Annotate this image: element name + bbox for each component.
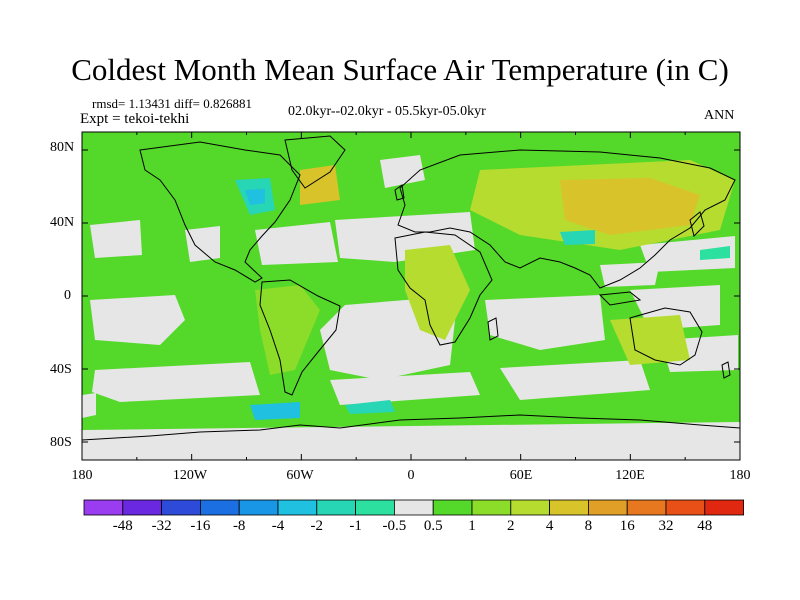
colorbar-box [626, 499, 667, 516]
colorbar-box [122, 499, 163, 516]
lon-label-120w: 120W [172, 468, 208, 483]
colorbar-label: 16 [619, 518, 635, 534]
colorbar-label: 4 [545, 518, 554, 534]
colorbar-label: 1 [468, 518, 476, 534]
experiment-label: Expt = tekoi-tekhi [80, 111, 190, 127]
temperature-fill [82, 155, 740, 460]
colorbar-label: -2 [310, 518, 324, 534]
colorbar-box [510, 499, 550, 516]
colorbar-label: -48 [112, 518, 133, 534]
colorbar-box [277, 499, 318, 516]
colorbar-box [161, 499, 201, 516]
colorbar-label: -4 [271, 518, 285, 534]
colorbar-label: 32 [658, 518, 674, 534]
lat-label-0: 0 [64, 288, 71, 303]
lon-label-180e: 180 [729, 468, 751, 483]
lon-label-120e: 120E [615, 468, 645, 483]
colorbar-label: -16 [190, 518, 211, 534]
colorbar-box [355, 499, 395, 516]
colorbar-box [588, 499, 628, 516]
colorbar-box [665, 499, 706, 516]
coastlines [81, 135, 741, 441]
colorbar-label: -8 [232, 518, 246, 534]
map-title: Coldest Month Mean Surface Air Temperatu… [71, 52, 729, 87]
colorbar-box [704, 499, 744, 516]
colorbar-label: 2 [507, 518, 515, 534]
colorbar-box [471, 499, 512, 516]
colorbar-label: 48 [697, 518, 713, 534]
lon-label-60w: 60W [286, 468, 314, 483]
colorbar-box [432, 499, 473, 516]
colorbar-box [549, 499, 589, 516]
period-label: 02.0kyr--02.0kyr - 05.5kyr-05.0kyr [288, 104, 486, 119]
colorbar-label: 8 [584, 518, 593, 534]
colorbar-box [83, 499, 124, 516]
lon-label-180w: 180 [71, 468, 93, 483]
season-label: ANN [704, 108, 735, 123]
colorbar-label: 0.5 [423, 518, 443, 534]
lon-label-0: 0 [407, 468, 415, 483]
lat-label-40s: 40S [50, 362, 72, 377]
colorbar-box [199, 499, 240, 516]
colorbar-label: -1 [349, 518, 362, 534]
colorbar-label: -0.5 [382, 518, 407, 534]
rmsd-diff-text: rmsd= 1.13431 diff= 0.826881 [92, 96, 252, 111]
lat-label-80s: 80S [50, 435, 72, 450]
lat-label-80n: 80N [50, 140, 75, 155]
colorbar-box [393, 499, 434, 516]
lon-label-60e: 60E [509, 468, 533, 483]
colorbar-box [316, 499, 356, 516]
colorbar-box [238, 499, 279, 516]
colorbar [83, 499, 744, 516]
lat-label-40n: 40N [50, 215, 75, 230]
colorbar-label: -32 [151, 518, 172, 534]
axis-ticks [81, 132, 741, 460]
